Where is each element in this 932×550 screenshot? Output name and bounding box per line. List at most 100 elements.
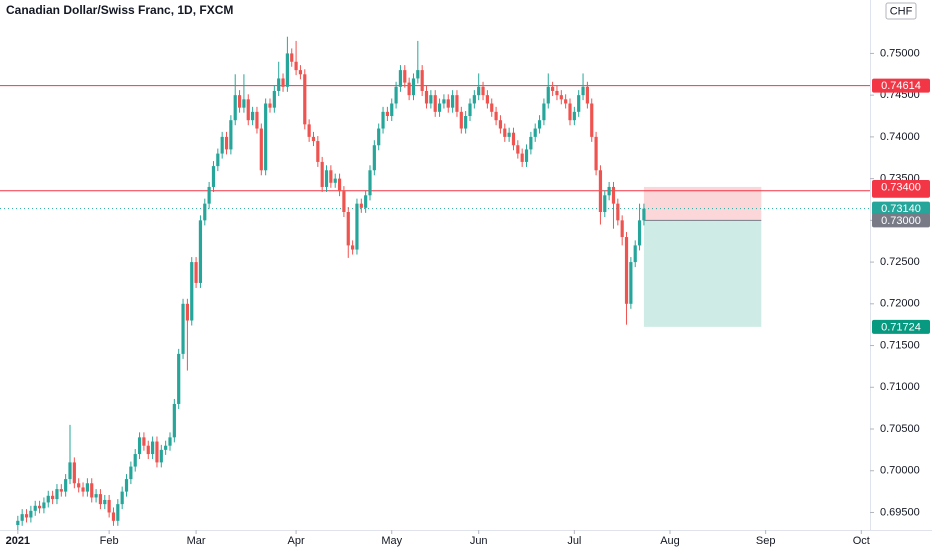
candle-body: [159, 449, 163, 463]
candle-body: [342, 191, 346, 212]
candle-body: [337, 178, 342, 192]
candle-body: [277, 78, 281, 91]
candle-body: [146, 445, 150, 455]
candle-body: [20, 514, 24, 521]
candle-body: [233, 95, 237, 121]
candle-body: [398, 70, 403, 87]
candle-body: [16, 520, 20, 525]
candle-body: [411, 78, 416, 96]
candle-body: [107, 499, 111, 513]
candle-body: [437, 103, 442, 112]
candle-body: [529, 136, 533, 150]
target-zone: [643, 220, 762, 327]
candle-body: [620, 220, 624, 238]
candle-body: [572, 111, 576, 121]
candle-body: [290, 53, 294, 62]
candle-body: [603, 195, 607, 212]
candle-body: [468, 103, 472, 117]
candle-body: [511, 132, 516, 146]
candle-body: [320, 161, 324, 187]
candle-body: [611, 186, 616, 204]
candle-body: [537, 120, 542, 129]
candle-body: [90, 483, 94, 498]
price-label-box: [872, 319, 930, 334]
candle-body: [124, 479, 129, 492]
y-tick-label: 0.74000: [880, 131, 920, 143]
candle-body: [542, 103, 546, 121]
candle-body: [564, 99, 568, 104]
price-label: 0.73140: [881, 203, 921, 215]
candle-body: [642, 208, 646, 221]
candle-body: [55, 489, 59, 500]
currency-box: [885, 2, 917, 20]
x-tick-label: Mar: [187, 535, 206, 547]
candle-body: [185, 303, 189, 321]
candle-body: [355, 203, 359, 250]
y-tick-label: 0.72000: [880, 298, 920, 310]
candle-body: [216, 153, 220, 167]
y-tick-label: 0.70500: [880, 423, 920, 435]
price-label: 0.74614: [881, 80, 921, 92]
candle-body: [255, 111, 259, 129]
candle-body: [324, 170, 329, 187]
candle-body: [316, 141, 320, 162]
candle-body: [446, 99, 450, 108]
candle-body: [451, 95, 455, 108]
candle-body: [59, 489, 63, 492]
candle-body: [459, 111, 463, 129]
candle-body: [594, 136, 598, 171]
candle-body: [551, 86, 555, 91]
candle-body: [507, 132, 511, 137]
candle-body: [194, 262, 198, 283]
candle-body: [333, 178, 337, 183]
candle-body: [372, 145, 376, 171]
candle-body: [151, 441, 155, 455]
candle-body: [198, 220, 203, 283]
candle-body: [190, 262, 194, 321]
candle-body: [211, 166, 216, 187]
candle-body: [555, 90, 559, 96]
candle-body: [637, 220, 642, 246]
candle-body: [524, 149, 529, 162]
candle-body: [103, 499, 107, 505]
candle-body: [68, 462, 72, 480]
candle-body: [498, 120, 503, 129]
candle-body: [137, 437, 142, 455]
candle-body: [155, 441, 159, 463]
candle-body: [129, 466, 133, 480]
candle-body: [242, 99, 246, 108]
candle-body: [559, 95, 563, 100]
candle-body: [429, 95, 433, 104]
candle-body: [329, 170, 333, 183]
y-tick-label: 0.69500: [880, 506, 920, 518]
candle-body: [364, 195, 368, 208]
price-label-box: [872, 179, 930, 194]
price-label-box: [872, 213, 930, 228]
candle-body: [272, 90, 276, 108]
candle-body: [477, 86, 481, 96]
candle-body: [168, 437, 172, 446]
candle-body: [568, 103, 572, 121]
candle-body: [607, 186, 611, 196]
candle-body: [311, 136, 316, 142]
candle-body: [546, 86, 550, 104]
candle-body: [433, 95, 437, 112]
x-tick-label: Feb: [100, 535, 119, 547]
currency-label: CHF: [890, 5, 913, 17]
candle-body: [81, 487, 85, 492]
candle-body: [298, 70, 303, 75]
candle-body: [281, 78, 285, 87]
candle-body: [577, 95, 581, 112]
candle-body: [98, 494, 103, 505]
candle-body: [394, 86, 398, 104]
candle-body: [42, 502, 46, 509]
candle-body: [390, 103, 394, 117]
candle-body: [268, 103, 272, 108]
candle-body: [442, 99, 446, 104]
candle-body: [377, 128, 381, 146]
x-tick-label: 2021: [6, 535, 30, 547]
candle-body: [181, 303, 185, 354]
